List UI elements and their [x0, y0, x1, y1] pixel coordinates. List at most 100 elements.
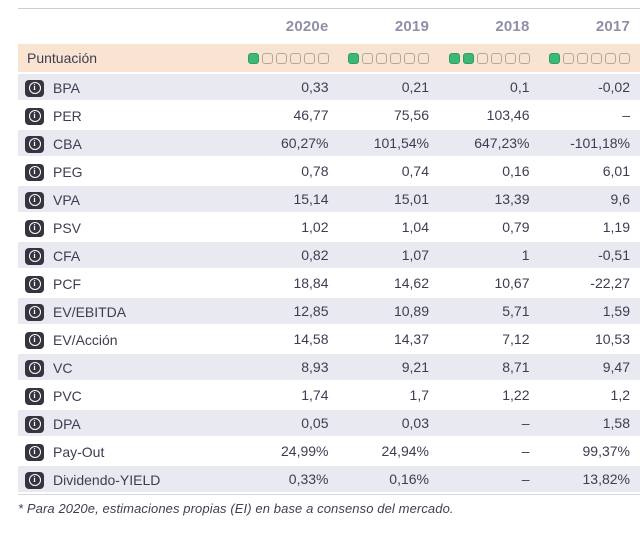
score-cell-2017 — [539, 44, 640, 72]
score-row: Puntuación — [18, 44, 640, 72]
metric-row-dpa: i DPA 0,05 0,03–1,58 — [18, 410, 640, 436]
score-square-filled — [348, 52, 359, 64]
metric-value-2019: 101,54% — [338, 130, 439, 156]
metric-value-2018: 5,71 — [439, 298, 540, 324]
metric-row-bpa: i BPA 0,33 0,21 0,1 -0,02 — [18, 74, 640, 100]
metric-label: Pay-Out — [53, 444, 105, 461]
metric-value-2017: 99,37% — [582, 443, 630, 459]
metric-row-pcf: i PCF 18,84 14,62 10,67 -22,27 — [18, 270, 640, 296]
score-square-filled — [247, 52, 259, 64]
score-square-empty — [289, 52, 301, 64]
metric-value-2017: 1,58 — [539, 410, 640, 436]
info-icon[interactable]: i — [25, 471, 44, 489]
score-square-filled — [448, 52, 460, 64]
metric-value-2020e: 0,82 — [238, 242, 339, 268]
metric-value-2020e: 14,58 — [293, 331, 329, 347]
metric-value-2019: 14,37 — [393, 331, 429, 347]
info-icon-glyph: i — [28, 362, 41, 375]
metric-value-2020e: 0,33 — [238, 74, 339, 100]
metric-label-inner: i PER — [25, 107, 82, 125]
column-header-2017: 2017 — [595, 18, 630, 35]
info-icon[interactable]: i — [25, 79, 44, 97]
metric-value-2017: 1,2 — [610, 387, 630, 403]
metric-label-cell: i CFA — [18, 242, 238, 268]
metric-label-inner: i PVC — [25, 387, 82, 405]
metric-value-2020e: 0,78 — [301, 163, 329, 179]
metric-label-cell: i DPA — [18, 410, 238, 436]
info-icon[interactable]: i — [25, 163, 44, 181]
info-icon-glyph: i — [28, 222, 41, 235]
info-icon[interactable]: i — [25, 303, 44, 321]
year-header-row: 2020e 2019 2018 2017 — [18, 11, 640, 42]
metric-value-2017: 1,59 — [539, 298, 640, 324]
info-icon[interactable]: i — [25, 247, 44, 265]
metric-value-2020e: 46,77 — [293, 107, 329, 123]
metric-label-inner: i PCF — [25, 275, 81, 293]
label-column-header — [18, 11, 238, 42]
metric-label-inner: i EV/EBITDA — [25, 303, 126, 321]
metric-value-2020e: 60,27% — [238, 130, 339, 156]
metric-row-pvc: i PVC 1,74 1,7 1,22 1,2 — [18, 382, 640, 408]
score-square-empty — [476, 52, 488, 64]
metric-label-inner: i PEG — [25, 163, 83, 181]
metric-value-2018: 1 — [439, 242, 540, 268]
info-icon[interactable]: i — [25, 443, 44, 461]
info-icon-glyph: i — [28, 306, 41, 319]
info-icon-glyph: i — [28, 166, 41, 179]
metric-value-2020e: 0,05 — [238, 410, 339, 436]
metric-label: Dividendo-YIELD — [53, 472, 161, 489]
metric-row-peg: i PEG 0,78 0,74 0,16 6,01 — [18, 158, 640, 184]
metric-label-inner: i VC — [25, 359, 72, 377]
score-row-label: Puntuación — [27, 50, 98, 66]
metric-label: CFA — [53, 248, 81, 265]
metric-label-inner: i Pay-Out — [25, 443, 105, 461]
info-icon[interactable]: i — [25, 191, 44, 209]
metric-label-inner: i Dividendo-YIELD — [25, 471, 161, 489]
info-icon-glyph: i — [28, 474, 41, 487]
metric-value-2020e: 1,02 — [301, 219, 329, 235]
info-icon[interactable]: i — [25, 359, 44, 377]
score-square-empty — [563, 52, 574, 64]
score-square-empty — [619, 52, 630, 64]
info-icon[interactable]: i — [25, 219, 44, 237]
metric-label: PER — [53, 108, 82, 125]
metric-value-2018: 13,39 — [439, 186, 540, 212]
metric-value-2017: 6,01 — [602, 163, 630, 179]
score-square-empty — [261, 52, 273, 64]
metric-label-cell: i BPA — [18, 74, 238, 100]
metric-value-2018: – — [521, 443, 530, 459]
info-icon-glyph: i — [28, 138, 41, 151]
metric-value-2018: 1,22 — [502, 387, 530, 403]
metric-value-2018: 10,67 — [494, 275, 530, 291]
info-icon[interactable]: i — [25, 135, 44, 153]
info-icon-glyph: i — [28, 82, 41, 95]
metric-value-2017: 13,82% — [539, 466, 640, 492]
metric-value-2019: 0,16% — [338, 466, 439, 492]
score-cell-2020e — [238, 44, 339, 72]
info-icon[interactable]: i — [25, 107, 44, 125]
metric-value-2018: – — [439, 466, 540, 492]
metric-label-cell: i PVC — [18, 382, 238, 408]
info-icon-glyph: i — [28, 250, 41, 263]
info-icon[interactable]: i — [25, 275, 44, 293]
metric-row-cba: i CBA 60,27% 101,54% 647,23% -101,18% — [18, 130, 640, 156]
score-square-empty — [275, 52, 287, 64]
metric-label: PVC — [53, 388, 82, 405]
metric-label: PSV — [53, 220, 82, 237]
metric-value-2017: -101,18% — [539, 130, 640, 156]
metric-value-2017: 9,6 — [539, 186, 640, 212]
metric-label-inner: i EV/Acción — [25, 331, 118, 349]
info-icon[interactable]: i — [25, 331, 44, 349]
metric-row-psv: i PSV 1,02 1,04 0,79 1,19 — [18, 214, 640, 240]
metric-row-pay-out: i Pay-Out 24,99% 24,94% – 99,37% — [18, 438, 640, 464]
info-icon[interactable]: i — [25, 415, 44, 433]
metric-row-dividendo-yield: i Dividendo-YIELD 0,33% 0,16% –13,82% — [18, 466, 640, 492]
info-icon-glyph: i — [28, 418, 41, 431]
metric-label-cell: i PER — [18, 102, 238, 128]
metric-value-2017: 9,47 — [539, 354, 640, 380]
metric-row-vpa: i VPA 15,14 15,01 13,39 9,6 — [18, 186, 640, 212]
info-icon[interactable]: i — [25, 387, 44, 405]
metric-value-2020e: 24,99% — [281, 443, 329, 459]
score-square-empty — [376, 52, 387, 64]
metric-value-2019: 10,89 — [338, 298, 439, 324]
